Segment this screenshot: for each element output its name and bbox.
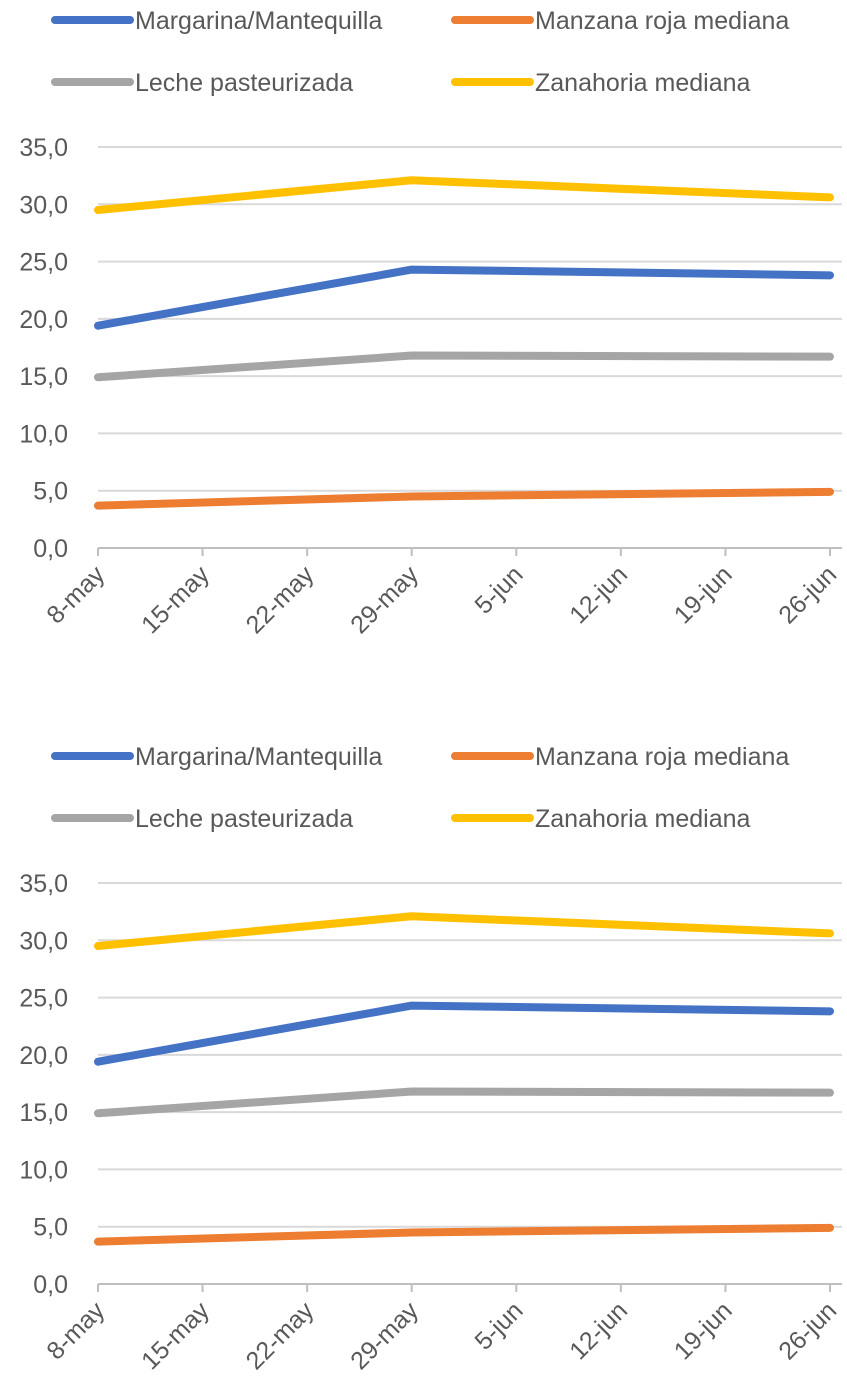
series-line bbox=[94, 487, 834, 510]
y-tick-label: 0,0 bbox=[33, 1271, 68, 1299]
x-tick-label: 26-jun bbox=[773, 1296, 842, 1365]
legend-label: Margarina/Mantequilla bbox=[135, 743, 382, 771]
series-line bbox=[94, 176, 834, 215]
x-tick-label: 12-jun bbox=[564, 1296, 633, 1365]
y-tick-label: 15,0 bbox=[19, 363, 68, 391]
y-tick-label: 0,0 bbox=[33, 535, 68, 563]
series-line bbox=[94, 1087, 834, 1118]
legend-label: Manzana roja mediana bbox=[535, 743, 789, 771]
legend-label: Manzana roja mediana bbox=[535, 7, 789, 35]
y-tick-label: 25,0 bbox=[19, 985, 68, 1013]
y-tick-label: 25,0 bbox=[19, 249, 68, 277]
series-line bbox=[94, 265, 834, 330]
y-tick-label: 5,0 bbox=[33, 1214, 68, 1242]
x-tick-label: 5-jun bbox=[469, 1296, 528, 1355]
legend-label: Leche pasteurizada bbox=[135, 69, 353, 97]
y-tick-label: 30,0 bbox=[19, 191, 68, 219]
chart: Margarina/Mantequilla Manzana roja median… bbox=[19, 7, 842, 639]
y-tick-label: 5,0 bbox=[33, 478, 68, 506]
y-tick-label: 10,0 bbox=[19, 420, 68, 448]
series-line bbox=[94, 351, 834, 382]
x-tick-label: 22-may bbox=[241, 560, 320, 639]
y-tick-label: 35,0 bbox=[19, 134, 68, 162]
y-tick-label: 10,0 bbox=[19, 1156, 68, 1184]
chart: Margarina/Mantequilla Manzana roja median… bbox=[19, 743, 842, 1375]
y-tick-label: 20,0 bbox=[19, 306, 68, 334]
x-tick-label: 26-jun bbox=[773, 560, 842, 629]
x-tick-label: 8-may bbox=[41, 1296, 110, 1365]
x-tick-label: 22-may bbox=[241, 1296, 320, 1375]
series-line bbox=[94, 1223, 834, 1246]
y-tick-label: 15,0 bbox=[19, 1099, 68, 1127]
x-tick-label: 19-jun bbox=[669, 1296, 738, 1365]
x-tick-label: 29-may bbox=[345, 1296, 424, 1375]
x-tick-label: 12-jun bbox=[564, 560, 633, 629]
x-tick-label: 29-may bbox=[345, 560, 424, 639]
x-tick-label: 19-jun bbox=[669, 560, 738, 629]
x-tick-label: 8-may bbox=[41, 560, 110, 629]
x-tick-label: 5-jun bbox=[469, 560, 528, 619]
y-tick-label: 35,0 bbox=[19, 870, 68, 898]
y-tick-label: 30,0 bbox=[19, 927, 68, 955]
x-tick-label: 15-may bbox=[136, 1296, 215, 1375]
y-tick-label: 20,0 bbox=[19, 1042, 68, 1070]
series-line bbox=[94, 912, 834, 951]
legend-label: Margarina/Mantequilla bbox=[135, 7, 382, 35]
legend-label: Zanahoria mediana bbox=[535, 805, 751, 833]
series-line bbox=[94, 1001, 834, 1066]
legend-label: Zanahoria mediana bbox=[535, 69, 751, 97]
legend-label: Leche pasteurizada bbox=[135, 805, 353, 833]
x-tick-label: 15-may bbox=[136, 560, 215, 639]
